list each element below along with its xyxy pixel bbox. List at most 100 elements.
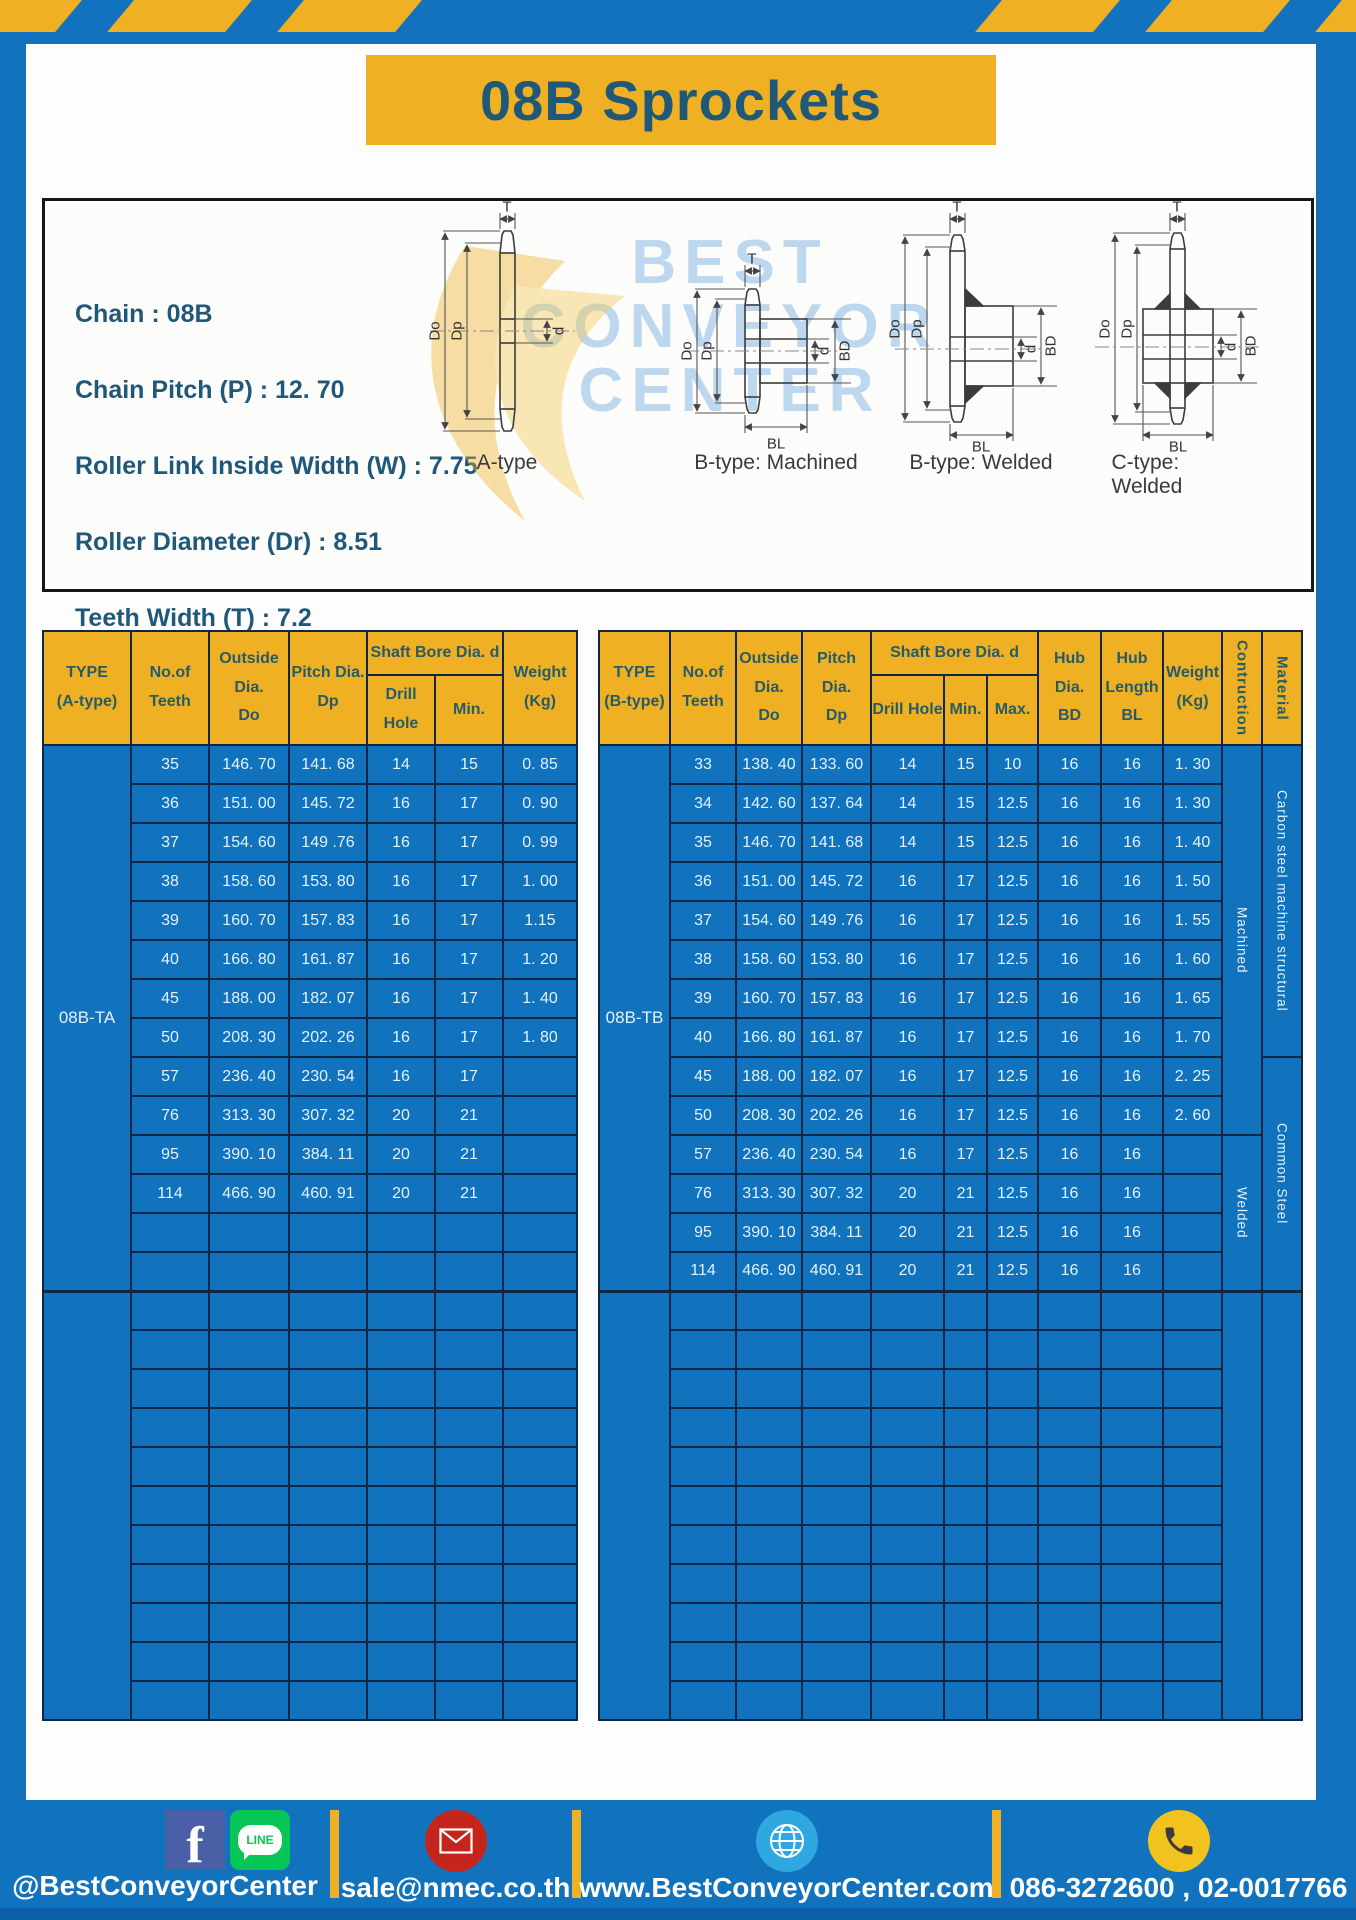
table-cell xyxy=(801,1407,872,1448)
table-row: 08B-TA 35 146. 70 141. 68 14 15 0. 85 xyxy=(42,744,578,1292)
type-cell xyxy=(598,1290,671,1721)
table-row: 08B-TB 33 138. 40 133. 60 14 15 10 16 16 1. 30 Mac… xyxy=(598,744,1304,1292)
dim-label-t: T xyxy=(952,198,962,216)
caption-c-type-welded: C-type: Welded xyxy=(1111,451,1183,498)
table-cell: 15 xyxy=(943,783,988,824)
table-cell: 50 xyxy=(669,1095,737,1136)
table-cell xyxy=(735,1407,803,1448)
dim-label-bl: BL xyxy=(766,435,786,453)
table-cell xyxy=(801,1446,872,1487)
table-row: 38 158. 60 153. 80 16 17 1. 00 xyxy=(43,861,578,902)
table-cell: 12.5 xyxy=(985,1095,1040,1136)
table-cell xyxy=(1162,1290,1224,1331)
footer-website-section[interactable]: www.BestConveyorCenter.com xyxy=(579,1800,994,1908)
table-cell xyxy=(502,1407,578,1448)
table-cell: 16 xyxy=(1037,1056,1103,1097)
dim-label-dp: Dp xyxy=(908,319,926,339)
footer-email[interactable]: sale@nmec.co.th xyxy=(340,1872,571,1903)
table-cell: 35 xyxy=(669,822,737,863)
line-icon[interactable]: LINE xyxy=(230,1810,290,1870)
table-cell: 313. 30 xyxy=(735,1173,803,1214)
facebook-icon[interactable]: f xyxy=(165,1810,225,1870)
table-cell xyxy=(434,1407,504,1448)
table-cell: 157. 83 xyxy=(288,900,368,941)
table-row xyxy=(43,1524,578,1565)
table-cell: 12.5 xyxy=(985,939,1040,980)
footer-social-handle[interactable]: @BestConveyorCenter xyxy=(12,1870,318,1901)
table-cell xyxy=(1037,1290,1103,1331)
table-cell: 17 xyxy=(434,900,504,941)
table-cell: 57 xyxy=(669,1134,737,1175)
table-row xyxy=(43,1212,578,1253)
table-cell xyxy=(130,1446,210,1487)
table-cell xyxy=(288,1329,368,1370)
table-cell xyxy=(985,1602,1040,1643)
table-cell xyxy=(366,1446,436,1487)
table-cell: 230. 54 xyxy=(288,1056,368,1097)
table-cell xyxy=(502,1563,578,1604)
table-cell xyxy=(208,1485,290,1526)
table-a-group-1: 08B-TA 35 146. 70 141. 68 14 15 0. 85 36 151. 00… xyxy=(42,744,578,1292)
table-cell: 151. 00 xyxy=(735,861,803,902)
table-row: 45 188. 00 182. 07 16 17 12.5 16 16 2. 25 Common … xyxy=(599,1056,1304,1292)
table-row xyxy=(42,1290,578,1721)
table-cell xyxy=(1100,1680,1165,1721)
table-cell: 16 xyxy=(366,861,436,902)
table-cell: 10 xyxy=(985,744,1040,785)
construction-cell: Welded xyxy=(1221,1134,1264,1292)
table-row xyxy=(598,1290,1304,1721)
table-cell xyxy=(288,1446,368,1487)
table-cell: 149 .76 xyxy=(801,900,872,941)
dim-label-do: Do xyxy=(1096,319,1114,339)
phone-icon[interactable] xyxy=(1147,1810,1210,1872)
mail-icon[interactable] xyxy=(424,1810,487,1872)
table-cell xyxy=(943,1641,988,1682)
dim-label-t: T xyxy=(1172,198,1182,216)
table-cell xyxy=(366,1407,436,1448)
table-cell xyxy=(985,1290,1040,1331)
globe-icon[interactable] xyxy=(755,1810,818,1872)
footer-phone-numbers[interactable]: 086-3272600 , 02-0017766 xyxy=(1009,1872,1348,1903)
table-cell: 158. 60 xyxy=(735,939,803,980)
table-cell xyxy=(502,1680,578,1721)
table-cell: 16 xyxy=(1037,1212,1103,1253)
table-row xyxy=(599,1485,1302,1526)
dim-label-t: T xyxy=(747,250,757,268)
table-row: 38 158. 60 153. 80 16 17 12.5 16 16 1. 60 xyxy=(599,939,1302,980)
table-cell xyxy=(1162,1173,1224,1214)
table-cell: 16 xyxy=(1100,939,1165,980)
table-cell: 154. 60 xyxy=(735,900,803,941)
table-cell xyxy=(502,1056,578,1097)
column-header-pitch-dia: Pitch Dia. Dp xyxy=(801,630,872,746)
table-cell xyxy=(502,1290,578,1331)
table-cell xyxy=(434,1290,504,1331)
table-cell: 17 xyxy=(943,939,988,980)
table-cell: 145. 72 xyxy=(288,783,368,824)
table-cell xyxy=(1100,1524,1165,1565)
table-cell: 160. 70 xyxy=(735,978,803,1019)
table-row: 36 151. 00 145. 72 16 17 12.5 16 16 1. 50 xyxy=(599,861,1302,902)
table-cell: 230. 54 xyxy=(801,1134,872,1175)
footer-social-section[interactable]: f LINE @BestConveyorCenter xyxy=(0,1800,330,1908)
footer-website[interactable]: www.BestConveyorCenter.com xyxy=(579,1872,994,1903)
table-cell: 17 xyxy=(434,1017,504,1058)
diagram-panel: BEST CONVEYOR CENTER xyxy=(42,198,1314,632)
table-cell: 12.5 xyxy=(985,1173,1040,1214)
table-cell xyxy=(502,1602,578,1643)
table-cell: 16 xyxy=(870,1056,945,1097)
table-cell: 154. 60 xyxy=(208,822,290,863)
table-cell xyxy=(1037,1602,1103,1643)
table-cell xyxy=(434,1563,504,1604)
footer-email-section[interactable]: sale@nmec.co.th xyxy=(339,1800,572,1908)
dim-label-d: d xyxy=(1022,344,1040,354)
table-cell xyxy=(1037,1485,1103,1526)
stripe-icon xyxy=(0,0,83,32)
table-cell: 21 xyxy=(434,1173,504,1214)
table-cell: 12.5 xyxy=(985,1251,1040,1292)
table-cell xyxy=(434,1368,504,1409)
table-cell xyxy=(208,1563,290,1604)
table-cell xyxy=(985,1329,1040,1370)
caption-b-type-machined: B-type: Machined xyxy=(694,451,858,474)
footer-divider xyxy=(992,1810,1001,1898)
footer-phone-section[interactable]: 086-3272600 , 02-0017766 xyxy=(1001,1800,1356,1908)
